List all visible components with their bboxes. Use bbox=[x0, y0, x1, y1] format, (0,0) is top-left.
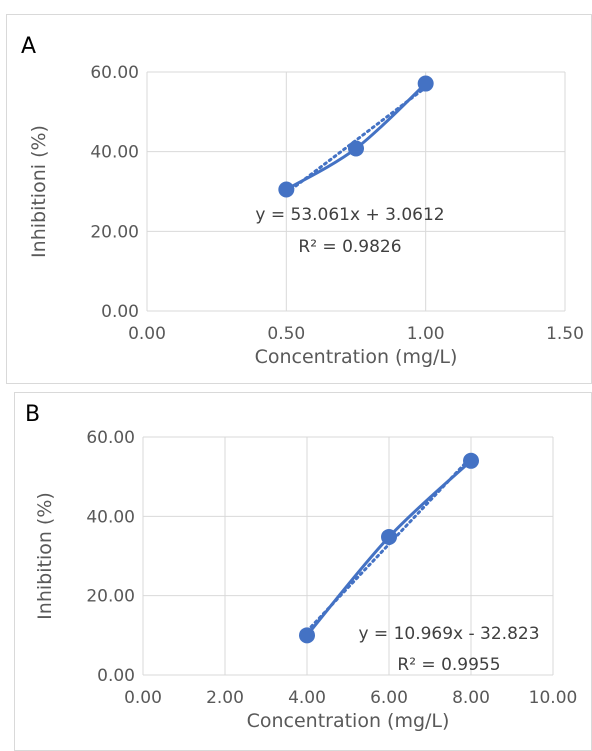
y-tick-label: 20.00 bbox=[86, 587, 135, 607]
x-tick-label: 1.50 bbox=[546, 324, 584, 344]
y-tick-label: 40.00 bbox=[86, 507, 135, 527]
y-axis-title: Inhibitioni (%) bbox=[28, 125, 50, 258]
x-axis-title: Concentration (mg/L) bbox=[247, 710, 450, 732]
x-tick-label: 0.00 bbox=[128, 324, 166, 344]
series-line bbox=[285, 82, 427, 191]
data-point bbox=[278, 181, 295, 198]
data-point bbox=[299, 627, 315, 644]
x-axis-title: Concentration (mg/L) bbox=[255, 346, 458, 368]
chart-panel-a: 0.00 0.50 1.00 1.50 0.00 20.00 40.00 60.00 Conce… bbox=[6, 14, 592, 384]
x-tick-label: 0.00 bbox=[124, 688, 162, 708]
panel-label: A bbox=[21, 34, 36, 59]
y-axis-title: Inhibition (%) bbox=[34, 492, 56, 620]
chart-a-svg: 0.00 0.50 1.00 1.50 0.00 20.00 40.00 60.00 Conce… bbox=[21, 34, 584, 368]
y-tick-label: 20.00 bbox=[90, 222, 139, 242]
y-tick-label: 0.00 bbox=[101, 302, 139, 322]
r-squared-label: R² = 0.9826 bbox=[298, 237, 401, 257]
r-squared-label: R² = 0.9955 bbox=[397, 655, 500, 675]
x-tick-label: 10.00 bbox=[529, 688, 578, 708]
y-tick-label: 0.00 bbox=[97, 666, 135, 686]
data-point bbox=[463, 452, 479, 469]
x-tick-label: 8.00 bbox=[452, 688, 490, 708]
data-point bbox=[381, 528, 397, 545]
x-tick-label: 1.00 bbox=[407, 324, 445, 344]
trendline-equation: y = 10.969x - 32.823 bbox=[358, 624, 539, 644]
y-tick-label: 60.00 bbox=[86, 428, 135, 448]
y-tick-label: 60.00 bbox=[90, 63, 139, 83]
x-tick-label: 2.00 bbox=[206, 688, 244, 708]
x-tick-label: 6.00 bbox=[370, 688, 408, 708]
y-tick-label: 40.00 bbox=[90, 143, 139, 163]
trendline-equation: y = 53.061x + 3.0612 bbox=[255, 205, 444, 225]
chart-panel-b: 0.00 2.00 4.00 6.00 8.00 10.00 0.00 20.00 40.00 6… bbox=[14, 392, 592, 751]
data-point bbox=[417, 75, 434, 92]
x-tick-label: 4.00 bbox=[288, 688, 326, 708]
chart-b-svg: 0.00 2.00 4.00 6.00 8.00 10.00 0.00 20.00 40.00 6… bbox=[25, 402, 578, 732]
panel-label: B bbox=[25, 402, 40, 427]
data-point bbox=[348, 140, 364, 157]
x-tick-label: 0.50 bbox=[267, 324, 305, 344]
